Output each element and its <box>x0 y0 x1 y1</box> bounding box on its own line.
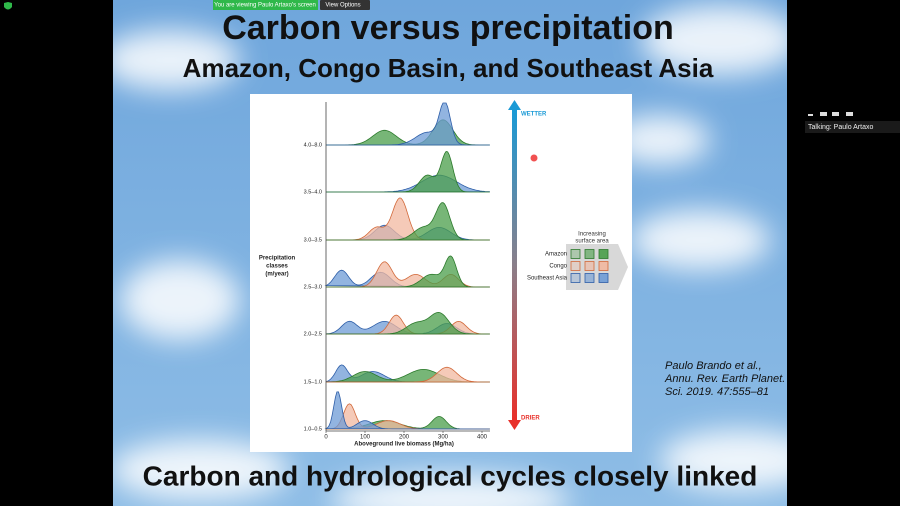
view-icons[interactable] <box>808 112 853 116</box>
security-icon[interactable] <box>4 2 12 10</box>
legend-swatch <box>584 273 595 283</box>
view-options-button[interactable] <box>320 0 370 10</box>
gradient-arrow <box>512 110 517 420</box>
x-tick-label: 100 <box>360 435 371 441</box>
legend-title-line: Increasing <box>578 232 606 238</box>
y-label: 4.0–8.0 <box>304 142 322 148</box>
slide-title: Carbon versus precipitation <box>222 9 674 47</box>
x-tick-label: 300 <box>438 435 449 441</box>
density-shape <box>324 391 490 430</box>
citation-line: Paulo Brando et al., <box>665 360 762 372</box>
y-label: 1.5–1.0 <box>304 379 322 385</box>
y-label: 3.5–4.0 <box>304 189 322 195</box>
density-shape <box>326 311 490 335</box>
x-tick-label: 0 <box>324 435 328 441</box>
y-label: 2.5–3.0 <box>304 284 322 290</box>
citation-line: Sci. 2019. 47:555–81 <box>665 386 769 398</box>
density-shape <box>326 102 490 146</box>
legend-swatch <box>598 261 609 271</box>
axis-title-line: (m/year) <box>265 272 288 278</box>
legend-arrow <box>566 244 628 290</box>
arrow-head-down <box>508 420 521 430</box>
x-ticks: 0 100 200 300 400 <box>324 431 488 441</box>
y-labels: 4.0–8.0 3.5–4.0 3.0–3.5 2.5–3.0 2.0–2.5 1.5–1… <box>304 142 322 432</box>
drier-label: DRIER <box>521 416 540 422</box>
density-shape <box>326 202 490 241</box>
legend-swatch <box>598 273 609 283</box>
legend-swatch <box>570 249 581 259</box>
clouds <box>113 5 787 506</box>
legend-swatch <box>584 249 595 259</box>
x-tick-label: 400 <box>477 435 488 441</box>
legend-swatch <box>570 273 581 283</box>
arrow-head-up <box>508 100 521 110</box>
legend-title-line: surface area <box>575 239 609 245</box>
wetter-label: WETTER <box>521 112 547 118</box>
legend: Amazon Congo Southeast Asia <box>527 249 609 283</box>
density-shape <box>326 366 490 383</box>
citation-line: Annu. Rev. Earth Planet. <box>664 373 785 385</box>
share-banner <box>213 0 318 10</box>
slide: Carbon versus precipitation Amazon, Cong… <box>113 0 787 506</box>
x-tick-label: 200 <box>399 435 410 441</box>
ridgelines <box>324 102 490 430</box>
slide-subtitle: Amazon, Congo Basin, and Southeast Asia <box>183 53 714 83</box>
y-label: 1.0–0.5 <box>304 426 322 432</box>
pointer <box>530 154 538 162</box>
y-axis-title: Precipitation classes (m/year) <box>259 256 296 278</box>
y-label: 3.0–3.5 <box>304 237 322 243</box>
legend-swatch <box>584 261 595 271</box>
legend-label: Amazon <box>545 252 567 258</box>
talking-box <box>805 121 900 133</box>
share-banner-text: You are viewing Paulo Artaxo's screen <box>214 3 316 9</box>
density-shape <box>326 151 490 193</box>
legend-swatch <box>598 249 609 259</box>
view-options-text[interactable]: View Options <box>325 3 360 9</box>
y-label: 2.0–2.5 <box>304 331 322 337</box>
legend-label: Congo <box>549 264 567 270</box>
density-shape <box>326 255 490 288</box>
legend-label: Southeast Asia <box>527 276 568 282</box>
citation: Paulo Brando et al., Annu. Rev. Earth Pl… <box>664 360 785 398</box>
legend-swatch <box>570 261 581 271</box>
talking-label: Talking: Paulo Artaxo <box>808 124 873 131</box>
slide-footer: Carbon and hydrological cycles closely l… <box>143 460 758 491</box>
axis-title-line: Precipitation <box>259 256 296 262</box>
legend-title: Increasing surface area <box>575 232 609 245</box>
axis-title-line: classes <box>266 264 288 270</box>
x-axis-title: Aboveground live biomass (Mg/ha) <box>354 442 454 448</box>
